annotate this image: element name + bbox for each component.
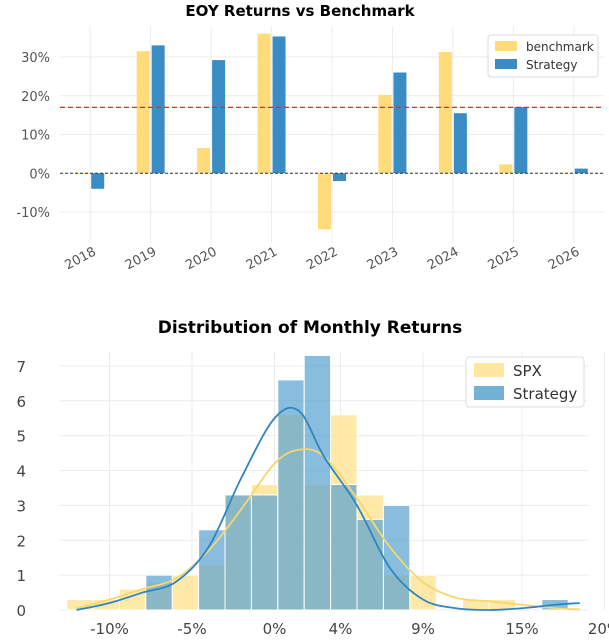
chart2-hist-bar-spx bbox=[171, 574, 200, 611]
chart1-xtick-label: 2023 bbox=[365, 245, 401, 274]
chart2-ytick-label: 4 bbox=[16, 463, 26, 481]
chart1-bar-benchmark bbox=[499, 164, 513, 174]
chart2-hist-bar-strategy bbox=[303, 354, 332, 611]
chart1-bar-strategy bbox=[272, 36, 286, 174]
chart2-hist-bar-strategy bbox=[277, 379, 305, 611]
chart2-ytick-label: 3 bbox=[16, 497, 26, 515]
chart2-xtick-label: 9% bbox=[411, 620, 435, 638]
chart1-legend-label: Strategy bbox=[526, 58, 577, 72]
chart2-xtick-label: 4% bbox=[329, 620, 353, 638]
chart2-ytick-label: 0 bbox=[16, 602, 26, 620]
chart2-ytick-label: 1 bbox=[16, 567, 26, 585]
chart2-ytick-label: 5 bbox=[16, 428, 26, 446]
chart1-bar-benchmark bbox=[318, 173, 331, 230]
chart1-ytick-label: 10% bbox=[21, 129, 50, 144]
chart2-legend-label: SPX bbox=[513, 362, 542, 380]
chart2-hist-bar-strategy bbox=[145, 574, 173, 611]
chart1-bar-benchmark bbox=[257, 33, 271, 174]
chart1-bar-benchmark bbox=[76, 173, 90, 175]
chart2-hist-bar-strategy bbox=[356, 518, 384, 611]
chart2-xtick-label: -5% bbox=[177, 620, 206, 638]
chart1-xtick-label: 2019 bbox=[123, 245, 159, 274]
chart1-bar-strategy bbox=[212, 60, 226, 174]
chart2-xtick-label: 15% bbox=[505, 620, 538, 638]
chart1-bar-benchmark bbox=[136, 51, 150, 174]
chart1-bar-benchmark bbox=[197, 148, 211, 174]
chart2-legend-label: Strategy bbox=[513, 385, 577, 403]
chart2-hist-bar-strategy bbox=[250, 494, 279, 611]
chart1-xtick-label: 2025 bbox=[486, 245, 522, 274]
chart2-hist-bar-strategy bbox=[382, 504, 411, 611]
chart1-bar-strategy bbox=[574, 168, 588, 174]
chart1-bar-strategy bbox=[333, 173, 346, 181]
chart1-bar-strategy bbox=[453, 113, 467, 174]
chart1-title: EOY Returns vs Benchmark bbox=[185, 2, 415, 20]
chart1-bar-benchmark bbox=[378, 94, 392, 174]
chart1-bar-strategy bbox=[393, 72, 407, 174]
chart2-xtick-label: -10% bbox=[90, 620, 129, 638]
chart1-ytick-label: 0% bbox=[29, 167, 50, 182]
chart1-ytick-label: 30% bbox=[21, 51, 50, 66]
chart1-legend-swatch bbox=[495, 41, 517, 51]
chart1-xtick-label: 2026 bbox=[546, 245, 582, 274]
chart2-ytick-label: 6 bbox=[16, 393, 26, 411]
chart1-xtick-label: 2020 bbox=[183, 245, 219, 274]
chart1-bar-benchmark bbox=[438, 51, 452, 174]
chart2-kde-line-strategy bbox=[76, 406, 580, 611]
chart1-bar-strategy bbox=[514, 106, 528, 174]
chart1-legend-label: benchmark bbox=[526, 40, 594, 54]
chart1-bar-strategy bbox=[91, 173, 105, 189]
chart1-xtick-label: 2018 bbox=[62, 245, 98, 274]
chart1-xtick-label: 2022 bbox=[304, 245, 340, 274]
chart2-ytick-label: 2 bbox=[16, 532, 26, 550]
chart2-legend-swatch bbox=[474, 363, 504, 377]
chart1-legend-swatch bbox=[495, 59, 517, 69]
chart1-legend: benchmark Strategy bbox=[487, 34, 599, 78]
chart1-xtick-label: 2021 bbox=[244, 245, 280, 274]
chart1-ytick-label: 20% bbox=[21, 90, 50, 105]
chart2-xtick-label: 0% bbox=[263, 620, 287, 638]
chart2-legend-swatch bbox=[474, 386, 504, 400]
chart2-xtick-label: 20% bbox=[588, 620, 609, 638]
chart2-ytick-label: 7 bbox=[16, 358, 26, 376]
chart2-hist-bar-strategy bbox=[330, 483, 358, 611]
chart1-xtick-label: 2024 bbox=[425, 245, 461, 274]
chart1-ytick-label: -10% bbox=[16, 206, 50, 221]
chart1-bar-strategy bbox=[151, 45, 165, 174]
chart2-title: Distribution of Monthly Returns bbox=[158, 318, 463, 338]
chart2-legend: SPX Strategy bbox=[465, 356, 585, 408]
